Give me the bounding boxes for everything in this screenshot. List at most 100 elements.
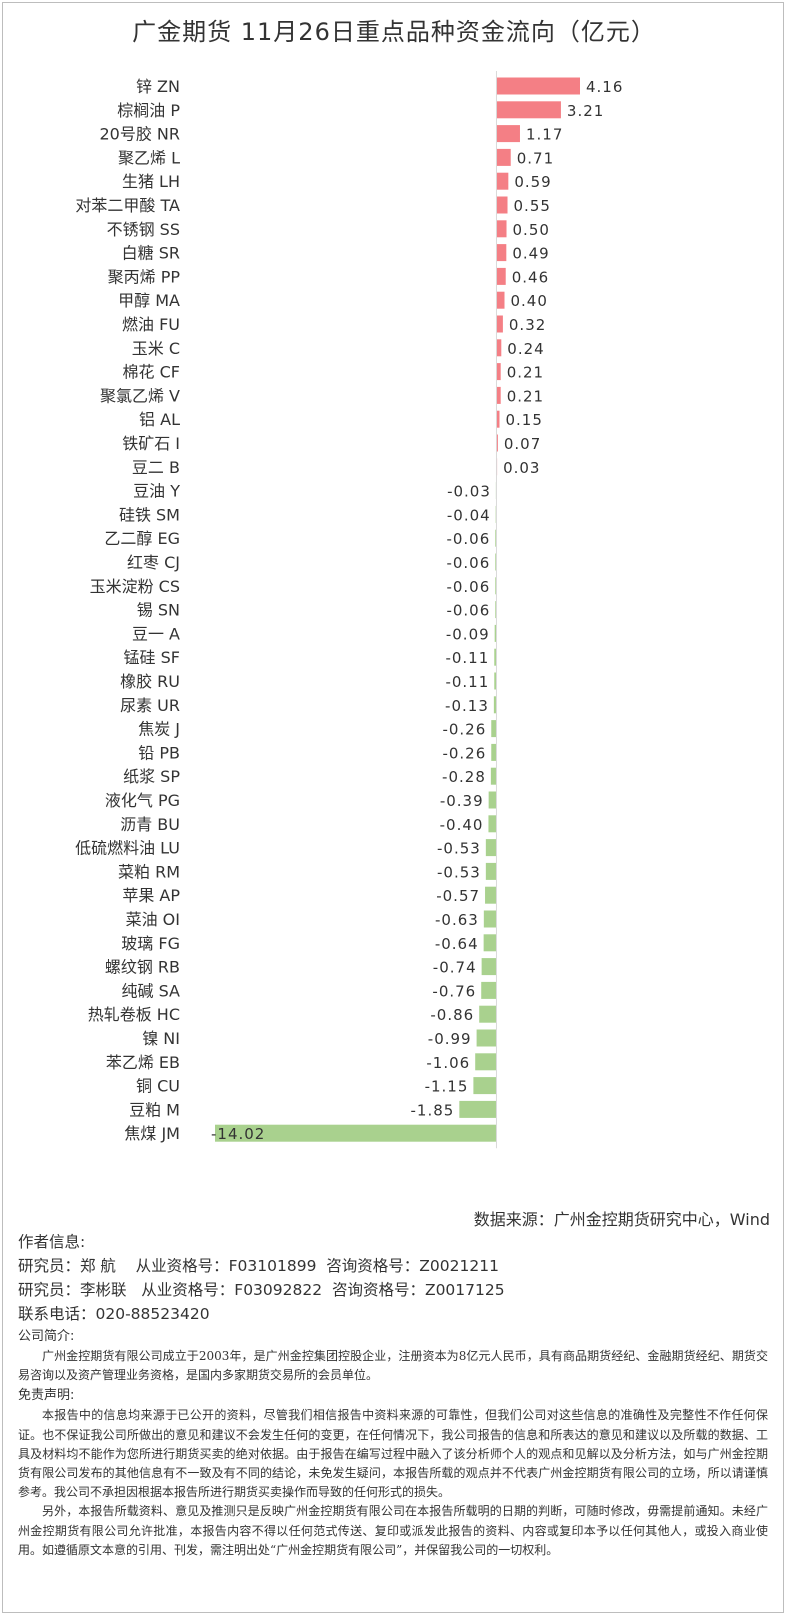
researcher-1: 研究员：郑 航 从业资格号：F03101899 咨询资格号：Z0021211 [18,1257,499,1275]
category-label: 豆油 Y [133,482,180,501]
category-label: 生猪 LH [122,172,180,191]
bar [496,410,500,428]
bar [494,672,497,690]
data-label: -0.40 [440,816,484,834]
author-heading: 作者信息: [18,1233,86,1251]
category-label: 20号胶 NR [99,125,180,144]
data-label: -0.76 [432,982,476,1000]
data-label: 0.21 [507,387,544,405]
bar [496,434,498,452]
bar [496,101,561,119]
data-label: -0.09 [446,625,490,643]
disclaimer-heading: 免责声明: [18,1388,75,1404]
category-label: 红枣 CJ [127,553,180,572]
data-label: -0.06 [446,530,490,548]
data-label: -0.63 [435,911,479,929]
category-label: 玉米 C [132,339,180,358]
category-label: 低硫燃料油 LU [75,839,180,858]
data-label: -0.06 [446,554,490,572]
bar [490,767,497,785]
bar [476,1029,497,1047]
category-label: 棕榈油 P [117,101,180,120]
data-label: -0.13 [445,697,489,715]
data-label: -0.26 [442,721,486,739]
data-label: 0.50 [513,221,550,239]
category-label: 对苯二甲酸 TA [75,196,180,215]
bar [496,315,503,333]
bar [493,696,497,714]
category-label: 白糖 SR [122,244,180,263]
bar [496,363,501,381]
data-label: -0.53 [437,863,481,881]
category-label: 铝 AL [139,410,180,429]
bar [494,648,497,666]
data-label: -1.85 [411,1101,455,1119]
data-label: -1.15 [425,1078,469,1096]
data-label: -0.11 [445,649,489,667]
category-label: 锰硅 SF [124,648,180,667]
data-label: 0.21 [507,364,544,382]
category-label: 焦炭 J [138,720,180,739]
bar [496,267,506,285]
category-label: 燃油 FU [122,315,180,334]
data-label: 0.55 [514,197,551,215]
bar [495,577,497,595]
bar [496,172,509,190]
category-label: 聚氯乙烯 V [100,386,180,405]
bar [496,148,511,166]
category-label: 尿素 UR [120,696,180,715]
bar [488,815,497,833]
category-label: 锌 ZN [136,77,180,96]
data-label: 4.16 [586,78,623,96]
data-label: -1.06 [426,1054,470,1072]
data-label: -0.06 [446,602,490,620]
bar [479,1005,497,1023]
data-label: 0.59 [514,173,551,191]
company-heading: 公司简介: [18,1329,75,1344]
data-label: 0.40 [511,292,548,310]
data-label: 0.46 [512,268,549,286]
category-label: 乙二醇 EG [104,529,180,548]
bar [485,862,497,880]
data-label: 3.21 [567,102,604,120]
category-label: 铁矿石 I [122,434,180,453]
disclaimer-paragraph-2: 另外，本报告所载资料、意见及推测只是反映广州金控期货有限公司在本报告所载明的日期… [18,1504,768,1557]
category-label: 纸浆 SP [123,767,180,786]
data-label: 0.03 [503,459,540,477]
researcher-2: 研究员：李彬联 从业资格号：F03092822 咨询资格号：Z0017125 [18,1281,505,1299]
data-label: -0.57 [436,887,480,905]
bar [496,244,507,262]
data-label: -0.39 [440,792,484,810]
bar [496,196,508,214]
bar [488,791,497,809]
category-label: 玉米淀粉 CS [90,577,180,596]
bar [485,886,497,904]
bar [496,291,505,309]
data-label: -0.03 [447,483,491,501]
company-text: 广州金控期货有限公司成立于2003年，是广州金控集团控股企业，注册资本为8亿元人… [18,1349,768,1383]
bar [496,77,580,95]
category-label: 苹果 AP [122,886,180,905]
category-label: 甲醇 MA [118,291,180,310]
data-label: 0.24 [507,340,544,358]
category-label: 不锈钢 SS [107,220,180,239]
data-label: -0.06 [446,578,490,596]
bar [491,743,497,761]
category-label: 硅铁 SM [119,505,180,524]
bar [483,910,497,928]
bar [475,1053,497,1071]
bar [496,386,501,404]
category-label: 菜粕 RM [118,862,180,881]
bar [481,981,497,999]
category-label: 铜 CU [136,1077,180,1096]
category-label: 豆粕 M [129,1100,180,1119]
data-label: -0.04 [447,506,491,524]
data-label: 0.32 [509,316,546,334]
bar [473,1077,497,1095]
category-label: 铅 PB [138,743,180,762]
bar [496,220,507,238]
bar [481,958,497,976]
data-label: -0.53 [437,840,481,858]
category-label: 棉花 CF [123,363,180,382]
